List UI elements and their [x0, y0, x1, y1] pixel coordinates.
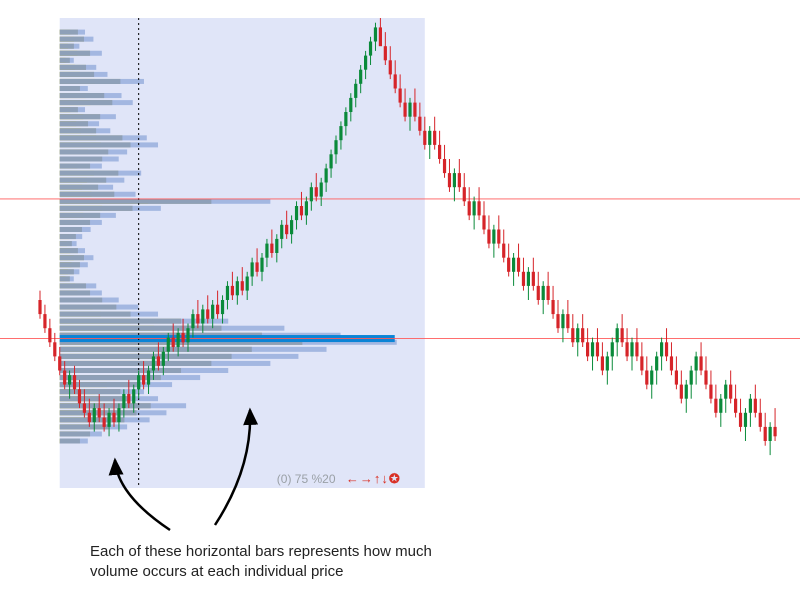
volume-profile-chart: (0) 75 %20 ←→↑↓✪ Each of these horizonta… [0, 0, 800, 603]
annotation-caption: Each of these horizontal bars represents… [90, 542, 432, 583]
chart-svg [0, 0, 800, 603]
nav-arrows[interactable]: ←→↑↓✪ [346, 471, 401, 487]
indicator-label: (0) 75 %20 [277, 472, 336, 486]
